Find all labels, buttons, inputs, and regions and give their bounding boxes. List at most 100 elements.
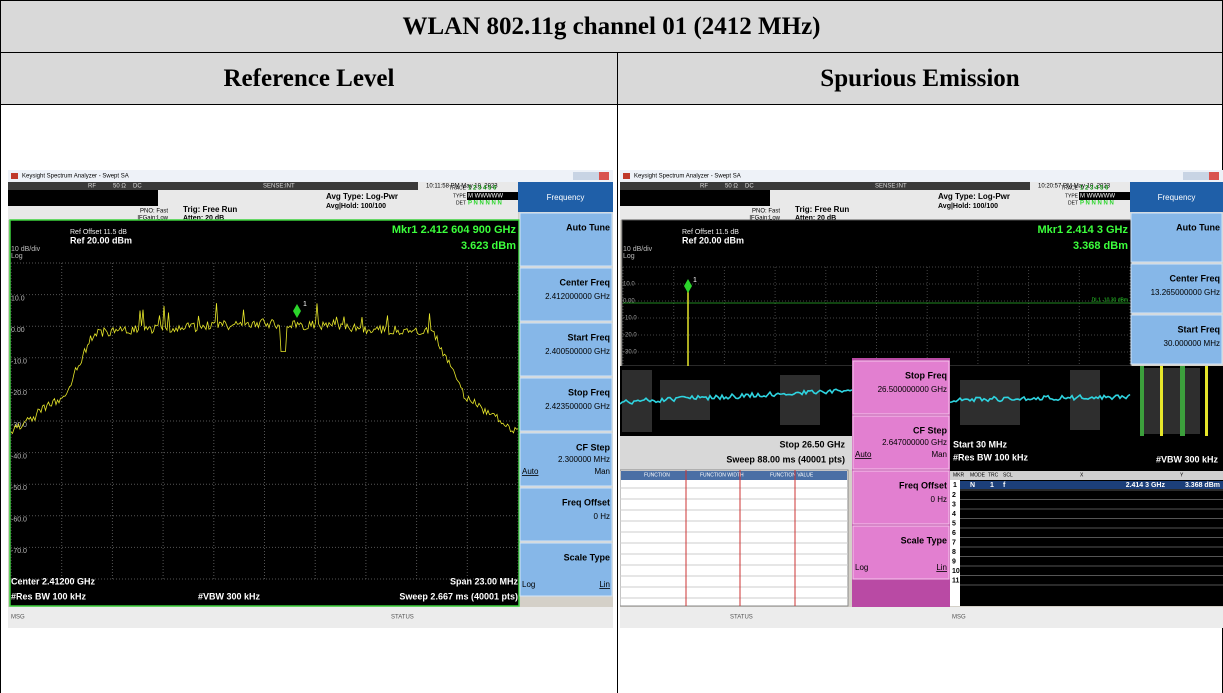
- row-number: 6: [952, 530, 956, 537]
- softkey-label: Start Freq: [1177, 324, 1220, 334]
- label: N: [970, 482, 975, 489]
- label: Man: [594, 467, 610, 476]
- label: Ref 20.00 dBm: [70, 235, 132, 245]
- row-number: 4: [952, 511, 956, 518]
- marker-number: 1: [303, 301, 307, 308]
- softkey-label: Freq Offset: [899, 480, 947, 490]
- label: MODE: [970, 472, 986, 478]
- label: M WWWWW: [1080, 194, 1115, 200]
- label: TRACE: [449, 185, 467, 191]
- softkey-value: 13.265000000 GHz: [1151, 288, 1220, 297]
- label: Avg|Hold: 100/100: [326, 203, 386, 210]
- message-bar: [620, 607, 1223, 628]
- label: MSG: [952, 615, 966, 621]
- page: WLAN 802.11g channel 01 (2412 MHz) Refer…: [0, 0, 1223, 693]
- y-label: -50.0: [11, 485, 27, 492]
- softkey-label: Center Freq: [559, 277, 610, 287]
- row-number: 7: [952, 539, 956, 546]
- softkey-value: 0 Hz: [594, 512, 610, 521]
- softkey-label: Start Freq: [567, 332, 610, 342]
- label: FUNCTION VALUE: [770, 472, 814, 478]
- row-number: 8: [952, 549, 956, 556]
- label: Avg|Hold: 100/100: [938, 203, 998, 210]
- window-title: Keysight Spectrum Analyzer - Swept SA: [22, 174, 129, 180]
- softkey-value: 26.500000000 GHz: [878, 385, 947, 394]
- softkey-label: Auto Tune: [566, 222, 610, 232]
- label: 50 Ω: [725, 184, 738, 190]
- label: MKR: [953, 472, 965, 478]
- label: 1 2 3 4 5 6: [1080, 186, 1109, 192]
- label: PNO: Fast: [140, 209, 168, 215]
- label: TYPE: [1065, 193, 1079, 199]
- row-number: 9: [952, 558, 956, 565]
- label: 50 Ω: [113, 184, 126, 190]
- table-title: WLAN 802.11g channel 01 (2412 MHz): [0, 0, 1223, 53]
- label: 10 dB/div: [623, 246, 653, 253]
- label: Stop 26.50 GHz: [779, 439, 845, 449]
- label: Auto: [855, 450, 872, 459]
- table-border: [617, 104, 618, 693]
- label: DC: [133, 184, 142, 190]
- function-table: [620, 470, 848, 606]
- overlay-bar: [1140, 366, 1144, 436]
- label: PNO: Fast: [752, 209, 780, 215]
- column-header: Spurious Emission: [617, 52, 1223, 105]
- menu-title: Frequency: [1158, 193, 1196, 202]
- y-label: -20.0: [11, 390, 27, 397]
- label: #VBW 300 kHz: [1156, 454, 1219, 464]
- label: Log: [11, 253, 23, 260]
- label: #Res BW 100 kHz: [953, 452, 1029, 462]
- label: TYPE: [453, 193, 467, 199]
- marker-readout: Mkr1 2.412 604 900 GHz: [392, 224, 517, 236]
- y-label: 10.0: [623, 282, 635, 288]
- label: FUNCTION WIDTH: [700, 472, 744, 478]
- label: Avg Type: Log-Pwr: [326, 192, 398, 201]
- message-bar: [8, 607, 613, 628]
- softkey-label: Center Freq: [1169, 273, 1220, 283]
- row-number: 2: [952, 492, 956, 499]
- softkey-value: 2.412000000 GHz: [545, 292, 610, 301]
- y-label: 0.00: [623, 299, 635, 305]
- label: DET: [456, 200, 466, 206]
- label: Log: [855, 563, 868, 572]
- row-number: 10: [952, 568, 960, 575]
- label: Lin: [936, 563, 947, 572]
- label: STATUS: [391, 615, 414, 621]
- label: RF: [700, 184, 708, 190]
- close-button: [599, 172, 609, 180]
- softkey: [520, 213, 612, 266]
- label: M WWWWW: [468, 194, 503, 200]
- close-button: [1209, 172, 1219, 180]
- overlay-block: [780, 375, 820, 425]
- softkey-label: CF Step: [913, 425, 948, 435]
- marker-number: 1: [693, 277, 697, 284]
- softkey-label: CF Step: [576, 442, 611, 452]
- marker-readout: 3.368 dBm: [1073, 240, 1128, 252]
- label: 1 2 3 4 5 6: [468, 186, 497, 192]
- label: Trig: Free Run: [795, 205, 849, 214]
- label: SENSE:INT: [263, 184, 295, 190]
- selected-row: [960, 481, 1223, 489]
- softkey: [1131, 213, 1222, 262]
- label: P N N N N N: [1080, 201, 1114, 207]
- y-label: 10.0: [11, 295, 25, 302]
- label: Auto: [522, 467, 539, 476]
- label: RF: [88, 184, 96, 190]
- softkey-label: Stop Freq: [568, 387, 610, 397]
- label: 10 dB/div: [11, 246, 41, 253]
- analyzer-screenshot: Keysight Spectrum Analyzer - Swept SA RF 5…: [8, 170, 613, 628]
- label: SCL: [1003, 472, 1013, 478]
- label: Man: [931, 450, 947, 459]
- label: Log: [522, 580, 535, 589]
- label: Start 30 MHz: [953, 439, 1008, 449]
- marker-readout: Mkr1 2.414 3 GHz: [1038, 224, 1129, 236]
- label: 1: [953, 482, 957, 489]
- overlay-bar: [1180, 366, 1185, 436]
- marker-readout: 3.623 dBm: [461, 240, 516, 252]
- overlay-bar: [1160, 366, 1163, 436]
- label: TRC: [988, 472, 999, 478]
- label: MSG: [11, 615, 25, 621]
- table-border: [0, 52, 1, 693]
- label: Sweep 2.667 ms (40001 pts): [399, 591, 518, 601]
- label: DET: [1068, 200, 1078, 206]
